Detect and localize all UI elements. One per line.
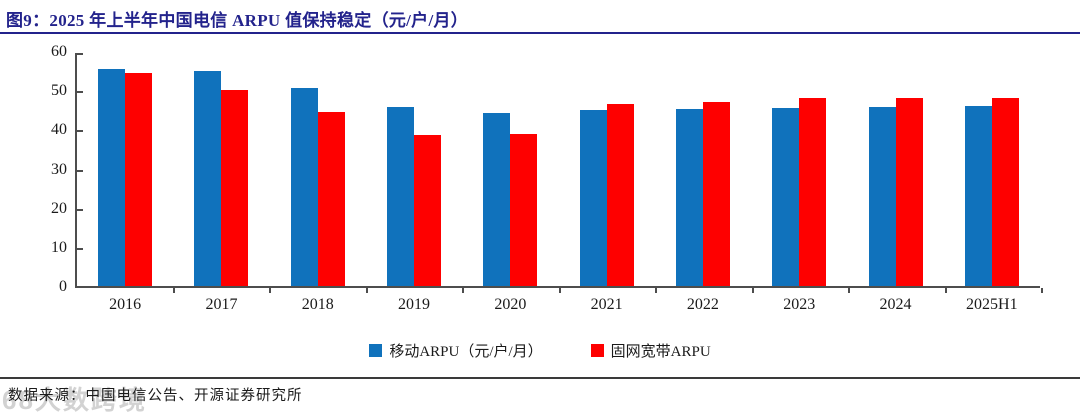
x-axis-tick	[365, 288, 368, 293]
x-axis-label-2022: 2022	[686, 296, 719, 313]
x-axis-label-2021: 2021	[590, 296, 623, 313]
bar-group-2016: 2016	[77, 53, 173, 313]
x-axis-tick	[751, 288, 754, 293]
y-axis-label-50: 50	[51, 82, 67, 100]
x-axis-tick	[944, 288, 947, 293]
x-axis-label-2018: 2018	[301, 296, 334, 313]
x-axis-label-2017: 2017	[205, 296, 238, 313]
x-axis-tick	[269, 288, 271, 293]
watermark: 68大数跨境	[2, 385, 147, 412]
x-axis-tick	[655, 288, 657, 293]
y-axis-tick	[77, 169, 83, 172]
x-axis-label-2019: 2019	[398, 296, 431, 313]
x-axis-tick	[848, 288, 850, 293]
x-axis-label-2020: 2020	[494, 296, 527, 313]
bar-broadband-2025H1	[991, 98, 1019, 286]
bar-broadband-2019	[414, 135, 442, 286]
y-axis-tick	[77, 91, 83, 94]
legend-item-broadband: 固网宽带ARPU	[590, 340, 711, 361]
y-axis-label-60: 60	[51, 43, 67, 60]
x-axis-label-2023: 2023	[783, 296, 816, 313]
figure-title: 图9：2025 年上半年中国电信 ARPU 值保持稳定（元/户/月）	[6, 11, 469, 30]
y-axis-tick	[77, 53, 83, 55]
bar-mobile-2025H1	[964, 105, 992, 286]
arpu-bar-chart: 2016 2017 2018 2019 2020 2021 2022 2023 2024 2025…	[51, 43, 1043, 313]
bar-group-2020: 2020	[462, 53, 558, 313]
bar-broadband-2023	[799, 98, 827, 286]
bar-mobile-2021	[579, 109, 607, 286]
x-axis-label-2025H1: 2025H1	[966, 296, 1018, 313]
legend-label: 固网宽带ARPU	[610, 344, 711, 360]
x-axis-tick	[1041, 288, 1043, 293]
footer-divider	[0, 377, 1080, 379]
bar-group-2023: 2023	[751, 53, 847, 313]
chart-legend: 移动ARPU（元/户/月） 固网宽带ARPU	[0, 340, 1080, 361]
bar-group-2019: 2019	[366, 53, 462, 313]
bar-group-2021: 2021	[558, 53, 654, 313]
bar-mobile-2016	[98, 68, 126, 286]
legend-swatch-mobile	[369, 344, 383, 357]
bar-group-2017: 2017	[173, 53, 269, 313]
bar-mobile-2020	[483, 113, 511, 286]
x-axis-tick	[558, 288, 561, 293]
title-underline	[0, 32, 1080, 34]
y-axis-tick	[77, 208, 83, 211]
legend-item-mobile: 移动ARPU（元/户/月）	[369, 340, 543, 361]
x-axis-label-2024: 2024	[879, 296, 912, 313]
bar-broadband-2016	[125, 72, 153, 286]
data-source-note: 数据来源：中国电信公告、开源证券研究所	[8, 388, 303, 404]
bar-mobile-2017	[194, 70, 222, 286]
plot-area: 2016 2017 2018 2019 2020 2021 2022 2023 2024 2025…	[51, 43, 1043, 313]
bar-mobile-2019	[387, 106, 415, 286]
y-axis-label-10: 10	[51, 238, 67, 256]
y-axis-label-30: 30	[51, 160, 67, 178]
bar-mobile-2022	[675, 109, 703, 286]
bar-group-2024: 2024	[847, 53, 943, 313]
legend-swatch-broadband	[590, 344, 604, 357]
y-axis-label-0: 0	[59, 278, 67, 295]
y-axis-tick	[77, 130, 83, 133]
bar-broadband-2017	[221, 90, 249, 286]
x-axis-tick	[172, 288, 175, 293]
bar-broadband-2022	[702, 102, 730, 286]
bar-group-2018: 2018	[270, 53, 366, 313]
bar-mobile-2023	[772, 108, 800, 286]
bar-group-2025H1: 2025H1	[944, 53, 1040, 313]
bar-broadband-2021	[606, 103, 634, 286]
bar-broadband-2024	[895, 97, 923, 286]
y-axis-tick	[77, 247, 83, 250]
y-axis-label-40: 40	[51, 121, 67, 139]
bar-group-2022: 2022	[655, 53, 751, 313]
y-axis-label-20: 20	[51, 199, 67, 217]
legend-label: 移动ARPU（元/户/月）	[389, 344, 543, 360]
bar-mobile-2024	[868, 107, 896, 286]
x-axis-tick	[462, 288, 464, 293]
x-axis-label-2016: 2016	[109, 296, 142, 313]
bar-broadband-2020	[510, 134, 538, 286]
bar-broadband-2018	[317, 111, 345, 286]
bar-mobile-2018	[290, 88, 318, 286]
